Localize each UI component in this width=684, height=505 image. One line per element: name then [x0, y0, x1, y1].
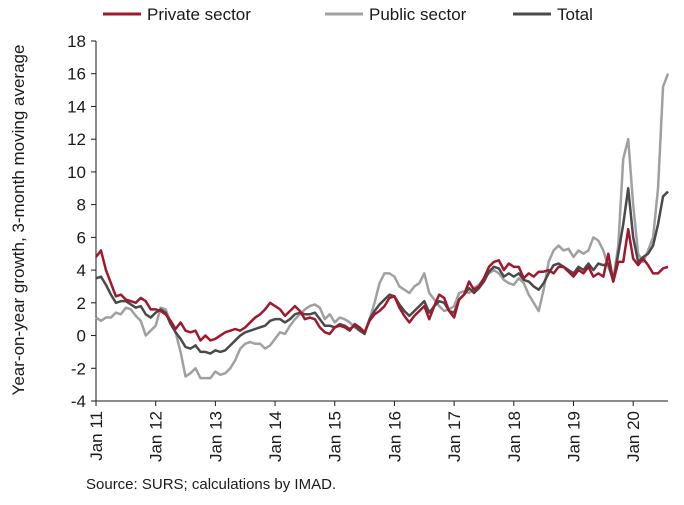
- y-tick-label: 14: [67, 97, 86, 116]
- y-axis: -4 -2 0 2 4 6 8 10 12 14 16 18: [67, 32, 96, 411]
- y-axis-label: Year-on-year growth, 3-month moving aver…: [9, 45, 28, 396]
- x-tick-label: Jan 20: [624, 411, 643, 462]
- series-line-public-sector: [96, 74, 668, 378]
- y-tick-label: 6: [77, 228, 86, 247]
- legend-label: Private sector: [147, 5, 251, 24]
- y-tick-label: 18: [67, 32, 86, 51]
- x-tick-label: Jan 14: [266, 411, 285, 462]
- series-line-total: [96, 188, 668, 353]
- y-tick-label: 10: [67, 163, 86, 182]
- x-tick-label: Jan 13: [206, 411, 225, 462]
- x-tick-label: Jan 16: [385, 411, 404, 462]
- y-tick-label: 2: [77, 294, 86, 313]
- x-tick-label: Jan 15: [326, 411, 345, 462]
- y-tick-label: 12: [67, 130, 86, 149]
- y-tick-label: 8: [77, 196, 86, 215]
- y-tick-label: 0: [77, 327, 86, 346]
- y-tick-label: -4: [71, 392, 86, 411]
- x-tick-label: Jan 18: [505, 411, 524, 462]
- series-line-private-sector: [96, 229, 668, 340]
- series-group: [96, 74, 668, 378]
- legend-label: Total: [557, 5, 593, 24]
- y-tick-label: -2: [71, 359, 86, 378]
- x-tick-label: Jan 12: [147, 411, 166, 462]
- x-tick-label: Jan 19: [564, 411, 583, 462]
- source-note: Source: SURS; calculations by IMAD.: [86, 476, 336, 493]
- y-tick-label: 4: [77, 261, 86, 280]
- y-tick-label: 16: [67, 65, 86, 84]
- x-axis: Jan 11 Jan 12 Jan 13 Jan 14 Jan 15 Jan 16 Jan …: [87, 401, 684, 462]
- x-tick-label: Jan 17: [445, 411, 464, 462]
- legend-label: Public sector: [369, 5, 467, 24]
- x-tick-label: Jan 11: [87, 411, 106, 461]
- legend: Private sector Public sector Total: [103, 5, 593, 24]
